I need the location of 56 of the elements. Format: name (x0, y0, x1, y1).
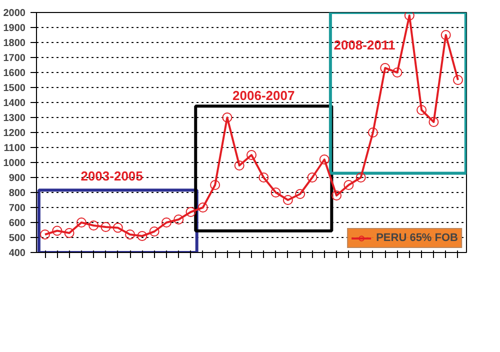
y-tick-label: 1400 (3, 98, 26, 109)
point (234, 160, 244, 170)
point (52, 226, 62, 236)
y-tick-label: 1100 (4, 143, 26, 154)
annotation: 2003-2005 (80, 168, 143, 184)
y-tick-label: 500 (8, 233, 26, 244)
y-tick-label: 1300 (3, 113, 26, 124)
y-tick-label: 2000 (3, 8, 26, 19)
point (210, 180, 220, 190)
point (380, 63, 390, 73)
y-tick-label: 1800 (3, 38, 26, 49)
point (137, 231, 148, 241)
point (76, 218, 86, 228)
y-tick-label: 1900 (3, 23, 26, 34)
point (88, 220, 99, 230)
point (149, 226, 160, 236)
point (332, 190, 342, 200)
point (416, 105, 427, 115)
point (319, 154, 330, 164)
y-tick-label: 700 (8, 203, 26, 214)
y-tick-label: 1500 (3, 83, 26, 94)
y-tick-label: 1700 (3, 53, 26, 64)
y-tick-label: 1000 (3, 158, 26, 169)
point (452, 75, 463, 85)
point (392, 68, 402, 78)
point (246, 150, 256, 160)
y-tick-label: 400 (8, 248, 26, 259)
y-tick-label: 1600 (3, 68, 26, 79)
point (282, 195, 293, 205)
annotation: 2006-2007 (232, 88, 295, 104)
point (222, 112, 232, 122)
y-tick-label: 900 (8, 173, 26, 184)
point (174, 214, 184, 224)
point (125, 230, 136, 240)
point (186, 207, 196, 217)
point (64, 228, 74, 238)
point (440, 30, 451, 40)
point (295, 189, 306, 199)
point (198, 202, 208, 212)
y-tick-label: 1200 (3, 128, 26, 139)
point (270, 188, 281, 198)
annotation: 2008-2011 (334, 38, 396, 53)
point (344, 180, 354, 190)
y-tick-label: 800 (8, 188, 26, 199)
point (161, 218, 172, 228)
point (404, 12, 414, 20)
point (40, 230, 50, 240)
legend-label: PERU 65% FOB (376, 232, 458, 244)
point (112, 222, 123, 233)
point (368, 128, 378, 138)
point (100, 222, 111, 232)
point (356, 172, 366, 182)
point (307, 172, 318, 182)
point (428, 117, 439, 127)
y-tick-label: 600 (8, 218, 26, 229)
point (258, 172, 269, 182)
